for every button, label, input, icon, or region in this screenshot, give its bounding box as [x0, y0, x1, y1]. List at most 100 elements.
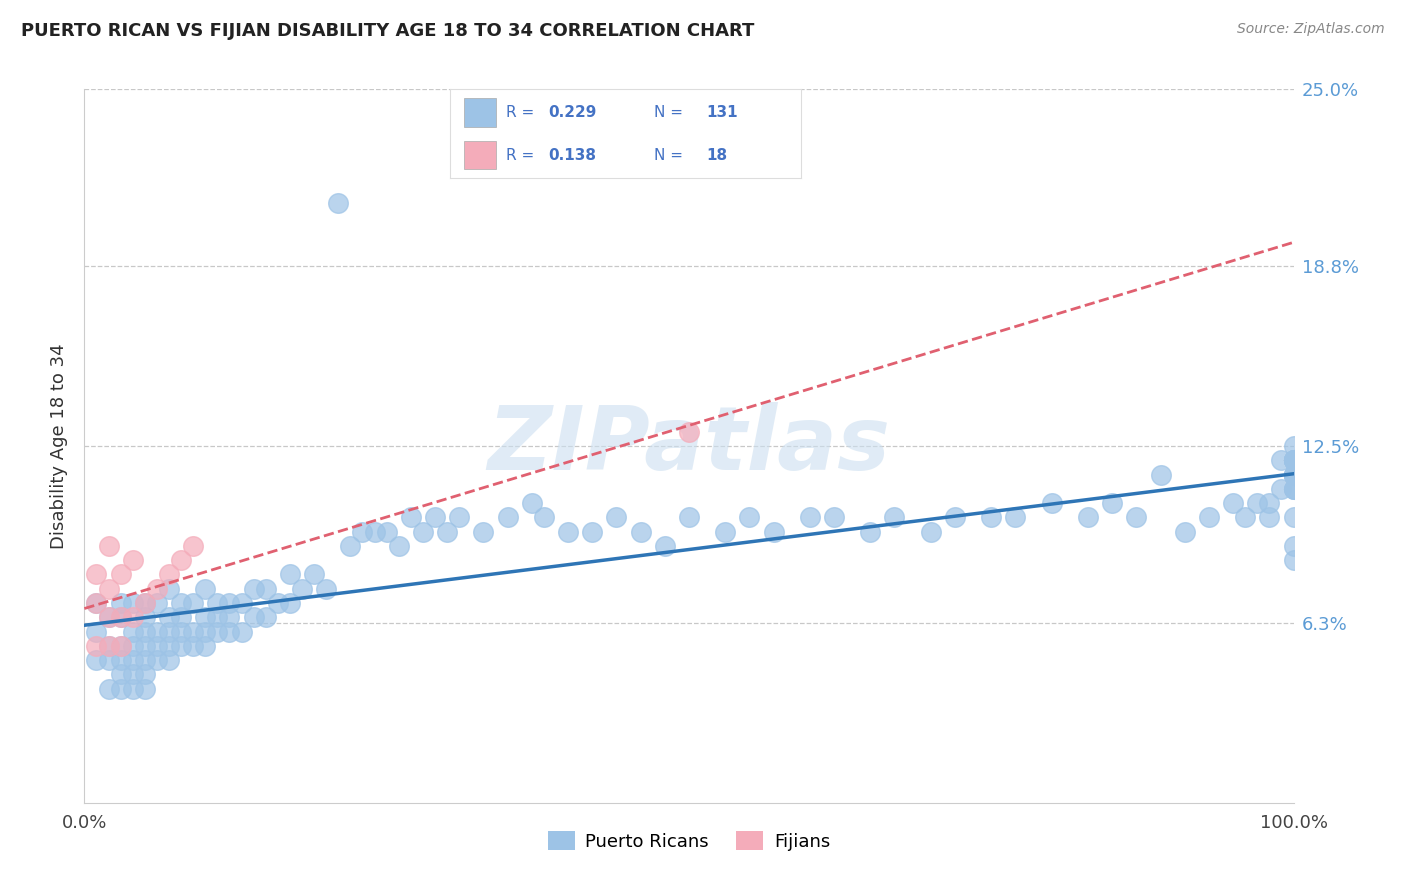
Point [412, 524, 434, 539]
Point [97, 610, 120, 624]
Point [1125, 510, 1147, 524]
Point [181, 539, 204, 553]
Point [218, 596, 240, 610]
Point [980, 510, 1002, 524]
Point [97, 610, 120, 624]
Point [134, 610, 156, 624]
Point [110, 653, 132, 667]
Point [581, 524, 603, 539]
Point [97, 582, 120, 596]
Point [520, 496, 543, 510]
Point [170, 553, 193, 567]
Point [1282, 439, 1305, 453]
Point [97, 653, 120, 667]
Point [254, 582, 277, 596]
Point [121, 624, 143, 639]
FancyBboxPatch shape [464, 98, 496, 127]
Point [97, 639, 120, 653]
Point [146, 596, 169, 610]
Point [1234, 510, 1257, 524]
Text: N =: N = [654, 105, 683, 120]
Point [1282, 467, 1305, 482]
Point [110, 567, 132, 582]
Point [363, 524, 385, 539]
Point [207, 596, 229, 610]
Point [762, 524, 785, 539]
Point [97, 639, 120, 653]
Point [1004, 510, 1026, 524]
Point [86, 639, 108, 653]
Point [436, 524, 458, 539]
Point [654, 539, 676, 553]
Point [121, 553, 143, 567]
Point [121, 681, 143, 696]
Point [1282, 453, 1305, 467]
Point [1149, 467, 1171, 482]
Point [194, 582, 217, 596]
Point [1282, 453, 1305, 467]
Point [1282, 453, 1305, 467]
Point [170, 596, 193, 610]
Point [110, 596, 132, 610]
Point [110, 639, 132, 653]
Point [157, 653, 180, 667]
Point [678, 510, 700, 524]
Point [121, 653, 143, 667]
Point [207, 610, 229, 624]
Point [533, 510, 555, 524]
Text: PUERTO RICAN VS FIJIAN DISABILITY AGE 18 TO 34 CORRELATION CHART: PUERTO RICAN VS FIJIAN DISABILITY AGE 18… [21, 22, 755, 40]
Point [1258, 496, 1281, 510]
Point [557, 524, 579, 539]
Point [218, 624, 240, 639]
Point [134, 624, 156, 639]
Y-axis label: Disability Age 18 to 34: Disability Age 18 to 34 [49, 343, 67, 549]
Point [1270, 453, 1292, 467]
Point [242, 582, 264, 596]
Point [423, 510, 446, 524]
Point [134, 681, 156, 696]
Point [1282, 453, 1305, 467]
Point [678, 425, 700, 439]
Point [134, 667, 156, 681]
Point [1282, 467, 1305, 482]
Point [86, 624, 108, 639]
Point [86, 596, 108, 610]
Point [883, 510, 905, 524]
Point [1282, 453, 1305, 467]
Point [110, 610, 132, 624]
Point [121, 596, 143, 610]
Point [1101, 496, 1123, 510]
Point [449, 510, 471, 524]
Point [339, 539, 361, 553]
Point [278, 596, 301, 610]
Point [399, 510, 422, 524]
Point [1282, 467, 1305, 482]
Point [110, 610, 132, 624]
Point [1222, 496, 1244, 510]
Text: 0.138: 0.138 [548, 148, 596, 162]
Point [134, 596, 156, 610]
Point [1282, 482, 1305, 496]
Text: N =: N = [654, 148, 683, 162]
Point [194, 624, 217, 639]
Point [146, 639, 169, 653]
Point [278, 567, 301, 582]
Point [170, 610, 193, 624]
Point [1246, 496, 1268, 510]
Point [146, 624, 169, 639]
Point [1198, 510, 1220, 524]
Point [146, 582, 169, 596]
Point [121, 610, 143, 624]
Point [231, 596, 253, 610]
Point [86, 567, 108, 582]
Point [1282, 453, 1305, 467]
Point [472, 524, 495, 539]
Point [194, 610, 217, 624]
Point [328, 196, 350, 211]
Point [496, 510, 519, 524]
Point [157, 582, 180, 596]
Point [157, 639, 180, 653]
Point [1282, 467, 1305, 482]
Point [194, 639, 217, 653]
Point [1282, 510, 1305, 524]
